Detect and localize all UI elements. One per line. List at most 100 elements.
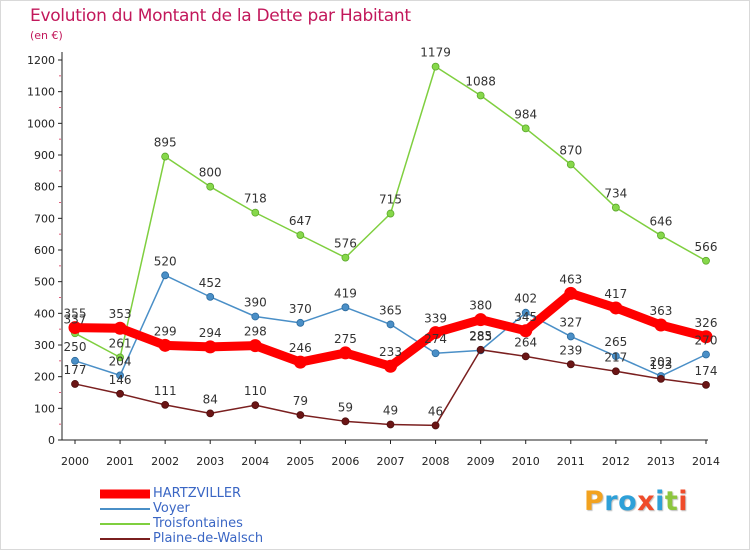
y-tick-label: 1000 bbox=[27, 117, 55, 130]
data-label-plaine-de-walsch: 174 bbox=[695, 364, 718, 378]
y-tick-label: 200 bbox=[34, 371, 55, 384]
data-label-voyer: 390 bbox=[244, 296, 267, 310]
data-point-voyer bbox=[116, 371, 124, 380]
legend-swatch bbox=[100, 507, 150, 510]
y-tick-label: 700 bbox=[34, 212, 55, 225]
x-tick-label: 2003 bbox=[196, 455, 224, 468]
data-point-hartzviller bbox=[474, 313, 488, 327]
data-label-hartzviller: 246 bbox=[289, 341, 312, 355]
data-label-voyer: 365 bbox=[379, 303, 402, 317]
data-label-plaine-de-walsch: 110 bbox=[244, 384, 267, 398]
x-tick-label: 2012 bbox=[602, 455, 630, 468]
legend-swatch bbox=[100, 489, 150, 498]
data-point-hartzviller bbox=[293, 355, 307, 369]
y-tick-label: 1100 bbox=[27, 86, 55, 99]
data-point-hartzviller bbox=[654, 318, 668, 332]
y-tick-label: 800 bbox=[34, 181, 55, 194]
data-point-voyer bbox=[431, 349, 440, 358]
data-label-hartzviller: 326 bbox=[695, 316, 718, 330]
data-point-plaine-de-walsch bbox=[296, 411, 305, 419]
data-point-plaine-de-walsch bbox=[521, 352, 530, 361]
data-label-plaine-de-walsch: 177 bbox=[64, 363, 87, 377]
x-tick-label: 2007 bbox=[377, 455, 405, 468]
data-label-troisfontaines: 1179 bbox=[420, 46, 451, 60]
data-point-troisfontaines bbox=[702, 256, 710, 265]
x-tick-label: 2010 bbox=[512, 455, 540, 468]
unit-label: (en €) bbox=[30, 29, 63, 42]
data-point-troisfontaines bbox=[251, 208, 260, 217]
data-point-plaine-de-walsch bbox=[341, 417, 350, 426]
data-point-hartzviller bbox=[203, 340, 217, 354]
x-tick-label: 2005 bbox=[286, 455, 314, 468]
data-point-plaine-de-walsch bbox=[476, 345, 485, 354]
data-label-voyer: 250 bbox=[64, 340, 87, 354]
data-label-plaine-de-walsch: 46 bbox=[428, 404, 443, 418]
data-label-plaine-de-walsch: 59 bbox=[338, 400, 353, 414]
data-label-plaine-de-walsch: 285 bbox=[469, 329, 492, 343]
y-tick-label: 400 bbox=[34, 307, 55, 320]
data-point-hartzviller bbox=[429, 326, 443, 340]
y-tick-label: 600 bbox=[34, 244, 55, 257]
data-point-voyer bbox=[521, 308, 530, 317]
data-point-plaine-de-walsch bbox=[116, 389, 124, 398]
legend-label: HARTZVILLER bbox=[153, 486, 242, 501]
data-point-plaine-de-walsch bbox=[251, 401, 260, 410]
logo-letter: i bbox=[655, 486, 665, 517]
data-label-plaine-de-walsch: 193 bbox=[649, 358, 672, 372]
data-point-troisfontaines bbox=[341, 253, 350, 262]
data-label-hartzviller: 463 bbox=[559, 272, 582, 286]
data-label-voyer: 274 bbox=[424, 332, 447, 346]
x-tick-label: 2006 bbox=[331, 455, 359, 468]
data-point-voyer bbox=[386, 320, 395, 329]
data-label-troisfontaines: 261 bbox=[109, 336, 132, 350]
data-label-plaine-de-walsch: 79 bbox=[293, 394, 308, 408]
data-point-troisfontaines bbox=[431, 62, 440, 71]
data-point-troisfontaines bbox=[296, 231, 305, 240]
x-tick-label: 2004 bbox=[241, 455, 269, 468]
legend-label: Plaine-de-Walsch bbox=[153, 531, 264, 546]
data-point-voyer bbox=[341, 303, 350, 312]
data-point-troisfontaines bbox=[657, 231, 665, 240]
data-label-plaine-de-walsch: 49 bbox=[383, 403, 398, 417]
data-label-troisfontaines: 647 bbox=[289, 214, 312, 228]
data-point-hartzviller bbox=[564, 286, 578, 300]
y-tick-label: 500 bbox=[34, 276, 55, 289]
data-label-hartzviller: 417 bbox=[604, 287, 627, 301]
x-tick-label: 2011 bbox=[557, 455, 585, 468]
data-point-voyer bbox=[296, 318, 305, 327]
data-label-hartzviller: 275 bbox=[334, 332, 357, 346]
data-point-voyer bbox=[206, 292, 215, 301]
data-point-plaine-de-walsch bbox=[657, 374, 665, 383]
data-label-plaine-de-walsch: 111 bbox=[154, 384, 177, 398]
data-label-plaine-de-walsch: 239 bbox=[559, 343, 582, 357]
proxiti-logo: Proxiti bbox=[584, 486, 688, 517]
data-point-hartzviller bbox=[519, 324, 533, 338]
data-point-hartzviller bbox=[384, 359, 397, 373]
data-label-troisfontaines: 895 bbox=[154, 136, 177, 150]
data-point-hartzviller bbox=[158, 338, 172, 352]
logo-letter: r bbox=[604, 486, 619, 517]
logo-letter: o bbox=[618, 486, 638, 517]
data-label-hartzviller: 353 bbox=[109, 307, 132, 321]
data-label-troisfontaines: 1088 bbox=[465, 74, 496, 88]
data-label-voyer: 202 bbox=[649, 355, 672, 369]
data-label-troisfontaines: 715 bbox=[379, 193, 402, 207]
data-point-troisfontaines bbox=[161, 152, 170, 161]
data-point-voyer bbox=[161, 271, 170, 280]
data-label-hartzviller: 299 bbox=[154, 324, 177, 338]
x-tick-label: 2013 bbox=[647, 455, 675, 468]
data-label-voyer: 204 bbox=[109, 354, 132, 368]
data-label-voyer: 452 bbox=[199, 276, 222, 290]
data-point-hartzviller bbox=[113, 321, 127, 335]
data-label-hartzviller: 233 bbox=[379, 345, 402, 359]
logo-letter: t bbox=[664, 486, 679, 517]
data-label-plaine-de-walsch: 146 bbox=[109, 373, 132, 387]
data-label-troisfontaines: 337 bbox=[64, 312, 87, 326]
data-label-voyer: 283 bbox=[469, 329, 492, 343]
data-label-troisfontaines: 870 bbox=[559, 144, 582, 158]
data-label-voyer: 327 bbox=[559, 315, 582, 329]
data-label-troisfontaines: 718 bbox=[244, 192, 267, 206]
y-tick-label: 0 bbox=[48, 434, 55, 447]
y-tick-label: 900 bbox=[34, 149, 55, 162]
